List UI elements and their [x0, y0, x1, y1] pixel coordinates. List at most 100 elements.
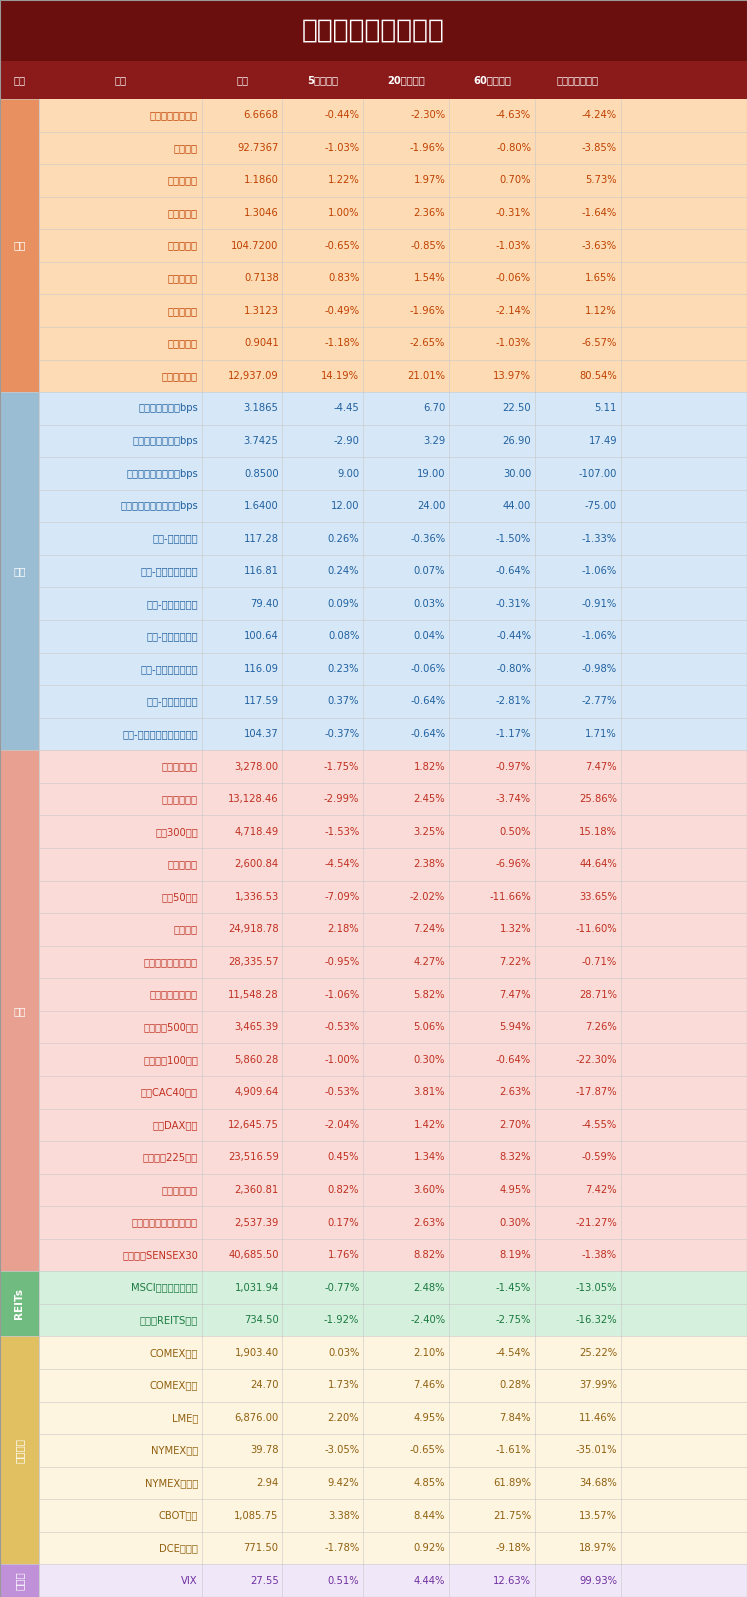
Text: 33.65%: 33.65% — [579, 891, 617, 902]
Text: 44.00: 44.00 — [503, 501, 531, 511]
Text: 5.06%: 5.06% — [414, 1022, 445, 1032]
Text: -4.54%: -4.54% — [324, 859, 359, 869]
Text: 1.32%: 1.32% — [500, 925, 531, 934]
Text: 0.92%: 0.92% — [414, 1543, 445, 1554]
Text: 新加坡REITS指数: 新加坡REITS指数 — [140, 1316, 198, 1326]
Text: 印度孟买SENSEX30: 印度孟买SENSEX30 — [122, 1250, 198, 1260]
Text: 中债-企业债总指数: 中债-企业债总指数 — [146, 599, 198, 608]
Text: -3.05%: -3.05% — [324, 1445, 359, 1455]
Text: -1.75%: -1.75% — [324, 762, 359, 771]
Text: 0.37%: 0.37% — [328, 696, 359, 706]
Text: 中债-投资级中资美元债指数: 中债-投资级中资美元债指数 — [123, 728, 198, 739]
Bar — [0, 1369, 747, 1402]
Text: 纳斯达克综合指数: 纳斯达克综合指数 — [150, 990, 198, 1000]
Text: 3.38%: 3.38% — [328, 1511, 359, 1520]
Text: -2.40%: -2.40% — [410, 1316, 445, 1326]
Text: -0.64%: -0.64% — [496, 1054, 531, 1065]
Text: 7.26%: 7.26% — [585, 1022, 617, 1032]
Text: 20日涨跌幅: 20日涨跌幅 — [387, 75, 425, 85]
Text: 1.97%: 1.97% — [413, 176, 445, 185]
Bar — [0, 979, 747, 1011]
Bar — [0, 425, 747, 457]
Text: 0.07%: 0.07% — [414, 567, 445, 577]
Text: 6.70: 6.70 — [423, 404, 445, 414]
Text: -4.24%: -4.24% — [582, 110, 617, 120]
Bar — [0, 653, 747, 685]
Text: 7.22%: 7.22% — [499, 957, 531, 968]
Text: 板块: 板块 — [13, 75, 25, 85]
Text: -0.36%: -0.36% — [410, 533, 445, 543]
Text: -6.96%: -6.96% — [496, 859, 531, 869]
Text: 7.47%: 7.47% — [586, 762, 617, 771]
Text: 3.1865: 3.1865 — [244, 404, 279, 414]
Bar — [0, 880, 747, 913]
Text: 0.26%: 0.26% — [328, 533, 359, 543]
Text: 1.6400: 1.6400 — [244, 501, 279, 511]
Text: 104.37: 104.37 — [244, 728, 279, 739]
Text: 23,516.59: 23,516.59 — [228, 1153, 279, 1163]
Text: 商品期货: 商品期货 — [14, 1437, 25, 1463]
Bar — [0, 99, 39, 393]
Text: COMEX白银: COMEX白银 — [149, 1380, 198, 1391]
Text: 0.8500: 0.8500 — [244, 468, 279, 479]
Text: -1.45%: -1.45% — [496, 1282, 531, 1292]
Text: -2.81%: -2.81% — [496, 696, 531, 706]
Text: 25.22%: 25.22% — [579, 1348, 617, 1357]
Text: 15.18%: 15.18% — [579, 827, 617, 837]
Text: 79.40: 79.40 — [250, 599, 279, 608]
Bar — [0, 751, 747, 783]
Text: -7.09%: -7.09% — [324, 891, 359, 902]
Bar — [0, 1206, 747, 1239]
Text: 澳元兑美元: 澳元兑美元 — [168, 273, 198, 283]
Text: 22.50: 22.50 — [503, 404, 531, 414]
Text: CBOT大豆: CBOT大豆 — [158, 1511, 198, 1520]
Text: 2.70%: 2.70% — [500, 1119, 531, 1129]
Text: 0.9041: 0.9041 — [244, 339, 279, 348]
Text: 7.24%: 7.24% — [414, 925, 445, 934]
Text: 0.23%: 0.23% — [328, 664, 359, 674]
Text: 2.63%: 2.63% — [500, 1088, 531, 1097]
Bar — [0, 359, 747, 393]
Bar — [0, 230, 747, 262]
Text: 7.46%: 7.46% — [414, 1380, 445, 1391]
Text: 比特币兑美元: 比特币兑美元 — [162, 371, 198, 380]
Text: 7.47%: 7.47% — [500, 990, 531, 1000]
Text: 1.65%: 1.65% — [585, 273, 617, 283]
Text: 最新: 最新 — [236, 75, 248, 85]
Text: 1,031.94: 1,031.94 — [235, 1282, 279, 1292]
Text: -2.90: -2.90 — [333, 436, 359, 446]
Text: 3.7425: 3.7425 — [244, 436, 279, 446]
Text: -0.31%: -0.31% — [496, 208, 531, 219]
Text: -1.03%: -1.03% — [496, 339, 531, 348]
Text: 2,600.84: 2,600.84 — [235, 859, 279, 869]
Text: 12.63%: 12.63% — [493, 1576, 531, 1586]
Text: 创业板指数: 创业板指数 — [168, 859, 198, 869]
Bar — [0, 1174, 747, 1206]
Text: 2,360.81: 2,360.81 — [235, 1185, 279, 1195]
Text: -4.55%: -4.55% — [582, 1119, 617, 1129]
Bar — [0, 294, 747, 327]
Text: -0.85%: -0.85% — [410, 241, 445, 251]
Text: LME铜: LME铜 — [172, 1413, 198, 1423]
Text: 11.46%: 11.46% — [579, 1413, 617, 1423]
Text: -22.30%: -22.30% — [575, 1054, 617, 1065]
Bar — [0, 457, 747, 490]
Text: 12,645.75: 12,645.75 — [228, 1119, 279, 1129]
Text: 波动率: 波动率 — [14, 1571, 25, 1591]
Text: 8.82%: 8.82% — [414, 1250, 445, 1260]
Text: 37.99%: 37.99% — [579, 1380, 617, 1391]
Bar — [0, 1337, 39, 1565]
Text: 3.60%: 3.60% — [414, 1185, 445, 1195]
Text: 0.28%: 0.28% — [500, 1380, 531, 1391]
Text: -0.64%: -0.64% — [410, 696, 445, 706]
Text: -0.59%: -0.59% — [582, 1153, 617, 1163]
Text: -3.63%: -3.63% — [582, 241, 617, 251]
Text: -0.31%: -0.31% — [496, 599, 531, 608]
Text: -0.77%: -0.77% — [324, 1282, 359, 1292]
Bar — [0, 196, 747, 230]
Bar — [0, 1142, 747, 1174]
Text: 股票: 股票 — [13, 1006, 25, 1016]
Text: 英镑兑美元: 英镑兑美元 — [168, 208, 198, 219]
Text: 9.42%: 9.42% — [328, 1477, 359, 1488]
Bar — [0, 783, 747, 816]
